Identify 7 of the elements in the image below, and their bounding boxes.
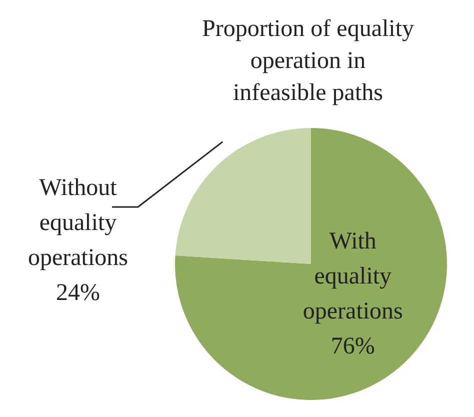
slice-label: Without equality operations (28, 175, 128, 271)
chart-title: Proportion of equality operation in infeasible paths (202, 16, 414, 106)
data-label: 24% (56, 280, 100, 306)
pie-slice (175, 128, 311, 264)
pie-slice (175, 128, 447, 400)
data-label: 76% (330, 334, 375, 360)
slice-label: With equality operations (302, 228, 403, 325)
